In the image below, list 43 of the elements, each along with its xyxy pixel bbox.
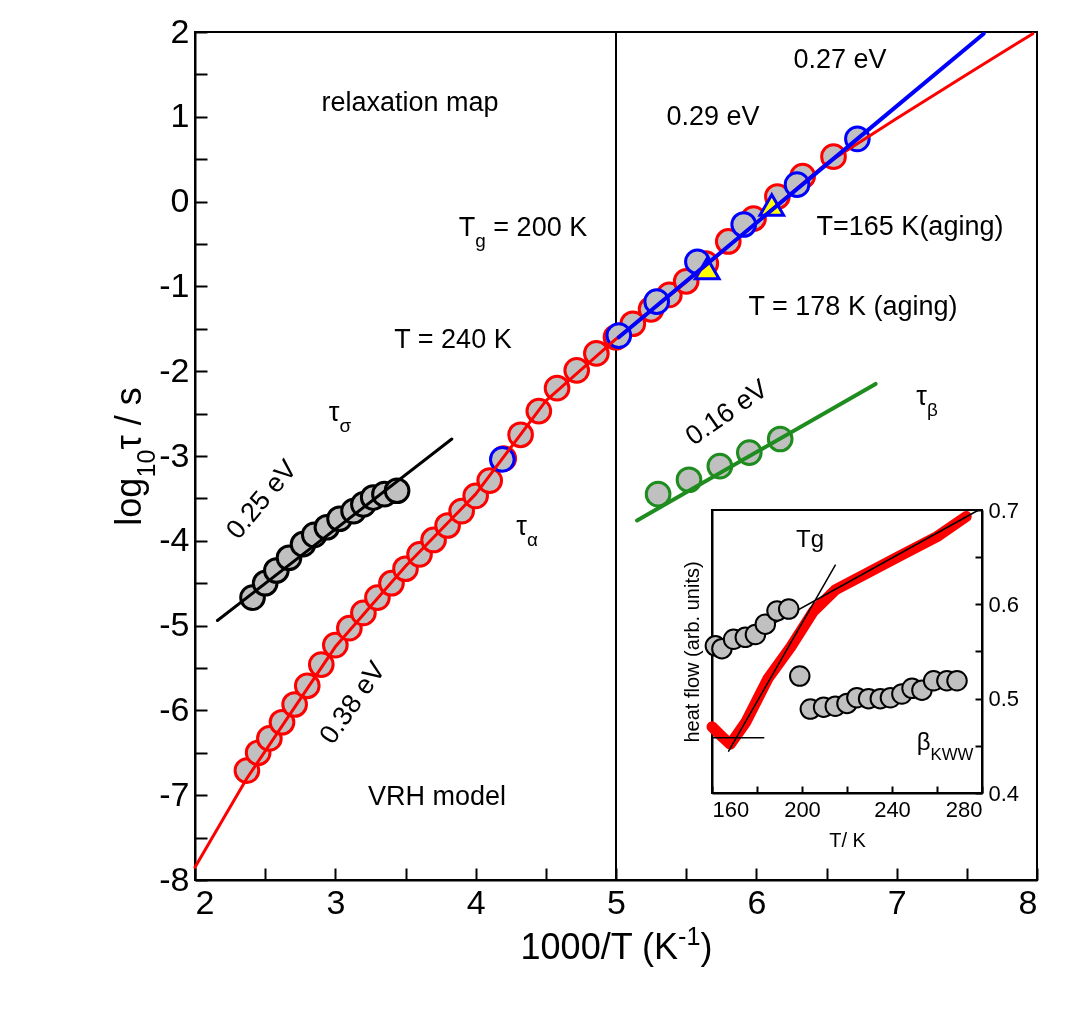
x-tick-label: 5 xyxy=(607,882,626,921)
x-tick-label: 160 xyxy=(712,796,750,822)
y-tick-label: -3 xyxy=(159,435,190,474)
y-tick-label: 1 xyxy=(170,96,190,135)
x-tick-label: 6 xyxy=(747,882,767,921)
annotation: T = 240 K xyxy=(394,324,512,354)
y-tick-label: -5 xyxy=(159,605,190,644)
annotation: T=165 K(aging) xyxy=(816,211,1004,241)
annotation: Tg xyxy=(795,525,825,552)
x-tick-label: 240 xyxy=(874,796,911,822)
annotation: τ$_{α}$ xyxy=(516,511,538,550)
annotation: T$_{g}$ = 200 K xyxy=(458,212,588,251)
y2-tick-label: 0.5 xyxy=(988,686,1020,712)
y-tick-label: -6 xyxy=(159,689,190,728)
annotation: 0.27 eV xyxy=(793,44,887,74)
annotation: 0.16 eV xyxy=(679,373,774,452)
x-tick-label: 280 xyxy=(945,796,983,822)
y-tick-label: 0 xyxy=(170,181,190,220)
y-tick-label: -7 xyxy=(159,774,190,813)
x-axis-title: 1000/T (K$^{-1}$) xyxy=(520,921,713,967)
y-tick-label: -1 xyxy=(159,265,190,304)
y-tick-label: 2 xyxy=(170,11,190,50)
x-tick-label: 8 xyxy=(1018,882,1038,921)
x-tick-label: 200 xyxy=(784,796,821,822)
y2-tick-label: 0.6 xyxy=(988,591,1020,617)
annotation: VRH model xyxy=(367,781,507,811)
y2-tick-label: 0.4 xyxy=(988,780,1020,806)
y-tick-label: -8 xyxy=(159,859,190,898)
y-axis-title: heat flow (arb. units) xyxy=(680,561,703,743)
x-tick-label: 4 xyxy=(466,882,486,921)
x-tick-label: 7 xyxy=(887,882,907,921)
annotation: T = 178 K (aging) xyxy=(748,291,958,321)
y-tick-label: -4 xyxy=(159,520,190,559)
x-tick-label: 3 xyxy=(326,882,346,921)
x-axis-title: T/ K xyxy=(829,828,867,851)
y2-tick-label: 0.7 xyxy=(988,497,1020,523)
annotation: 0.29 eV xyxy=(666,101,760,131)
annotation: relaxation map xyxy=(321,87,499,117)
x-tick-label: 2 xyxy=(195,882,215,921)
annotation: τ$_{σ}$ xyxy=(328,397,352,436)
annotation: β$_{KWW}$ xyxy=(916,728,974,764)
y-tick-label: -2 xyxy=(159,350,190,389)
annotation: τ$_{β}$ xyxy=(916,381,938,420)
